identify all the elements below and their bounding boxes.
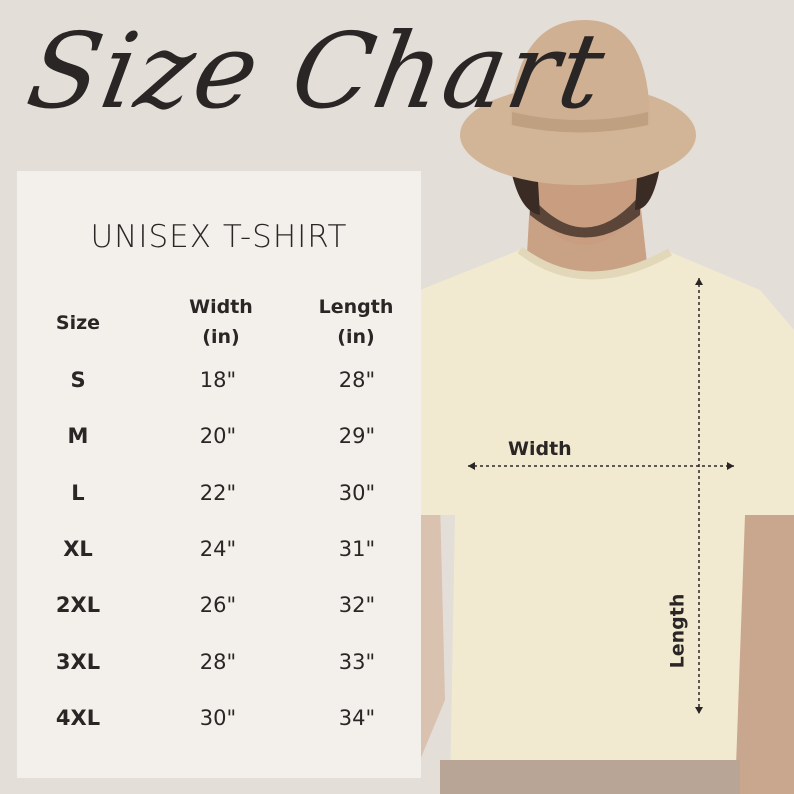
table-cell-size: M [67, 424, 89, 448]
table-cell-size: 4XL [55, 706, 101, 730]
page-title: Size Chart [19, 10, 615, 132]
table-cell-length: 34" [338, 706, 376, 730]
table-cell-size: 2XL [55, 593, 101, 617]
table-cell-width: 18" [199, 368, 237, 392]
header-unit: (in) [202, 326, 240, 348]
table-cell-length: 30" [338, 481, 376, 505]
table-cell-width: 30" [199, 706, 237, 730]
table-cell-width: 28" [199, 650, 237, 674]
table-cell-width: 20" [199, 424, 237, 448]
table-cell-size: XL [63, 537, 93, 561]
header-line: Width [189, 296, 253, 318]
table-cell-length: 31" [338, 537, 376, 561]
header-unit: (in) [337, 326, 375, 348]
table-cell-width: 22" [199, 481, 237, 505]
table-cell-length: 29" [338, 424, 376, 448]
column-header-size: Size [55, 312, 101, 334]
table-cell-length: 33" [338, 650, 376, 674]
column-header-length: Length (in) [286, 292, 426, 352]
table-heading: UNISEX T-SHIRT [90, 219, 348, 255]
table-cell-length: 28" [338, 368, 376, 392]
table-cell-length: 32" [338, 593, 376, 617]
t-shirt [380, 250, 794, 794]
header-line: Length [318, 296, 394, 318]
width-label: Width [508, 438, 572, 460]
table-cell-size: 3XL [55, 650, 101, 674]
length-label: Length [666, 593, 689, 669]
table-cell-width: 26" [199, 593, 237, 617]
table-cell-width: 24" [199, 537, 237, 561]
hat-crown [510, 20, 650, 125]
table-cell-size: S [70, 368, 86, 392]
table-cell-size: L [71, 481, 85, 505]
size-table-panel: UNISEX T-SHIRT Size Width (in) Length (in)… [17, 171, 421, 778]
column-header-width: Width (in) [151, 292, 291, 352]
